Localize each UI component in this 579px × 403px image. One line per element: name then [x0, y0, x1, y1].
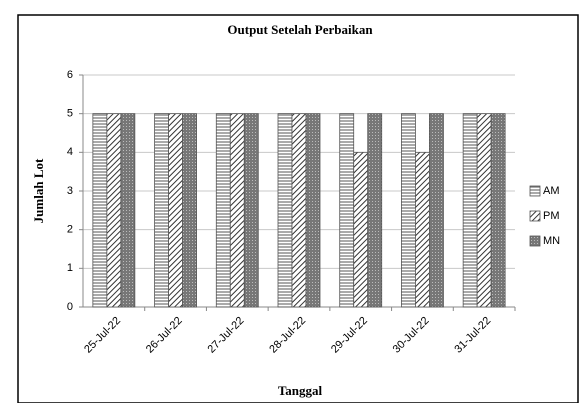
bar	[401, 113, 416, 308]
legend-swatch	[529, 235, 541, 247]
x-axis-label: Tanggal	[278, 383, 323, 398]
bar	[415, 151, 430, 308]
legend-swatch	[529, 210, 541, 222]
bar	[353, 151, 369, 308]
bar	[168, 113, 183, 308]
y-tick-label: 0	[67, 301, 73, 313]
bar	[106, 113, 122, 308]
bar	[182, 113, 197, 308]
y-tick-label: 4	[67, 146, 73, 158]
legend-label: MN	[543, 235, 560, 247]
bar	[490, 113, 506, 308]
bar	[291, 113, 307, 308]
bar	[120, 113, 136, 308]
bar	[229, 113, 245, 308]
bar	[277, 113, 293, 308]
chart-title: Output Setelah Perbaikan	[227, 22, 373, 37]
bar	[476, 113, 492, 308]
bar	[367, 113, 383, 308]
y-tick-label: 1	[67, 262, 73, 274]
legend-swatch	[529, 185, 541, 197]
bar	[339, 113, 355, 308]
y-tick-label: 3	[67, 185, 73, 197]
bar	[154, 113, 169, 308]
legend-label: PM	[543, 210, 560, 222]
y-tick-label: 5	[67, 108, 73, 120]
y-axis-label: Jumlah Lot	[31, 158, 46, 223]
legend-label: AM	[543, 185, 560, 197]
y-tick-label: 2	[67, 224, 73, 236]
bar	[305, 113, 321, 308]
bar	[243, 113, 259, 308]
y-tick-label: 6	[67, 69, 73, 81]
bar	[92, 113, 108, 308]
bar	[462, 113, 478, 308]
bar	[215, 113, 231, 308]
bar	[429, 113, 444, 308]
